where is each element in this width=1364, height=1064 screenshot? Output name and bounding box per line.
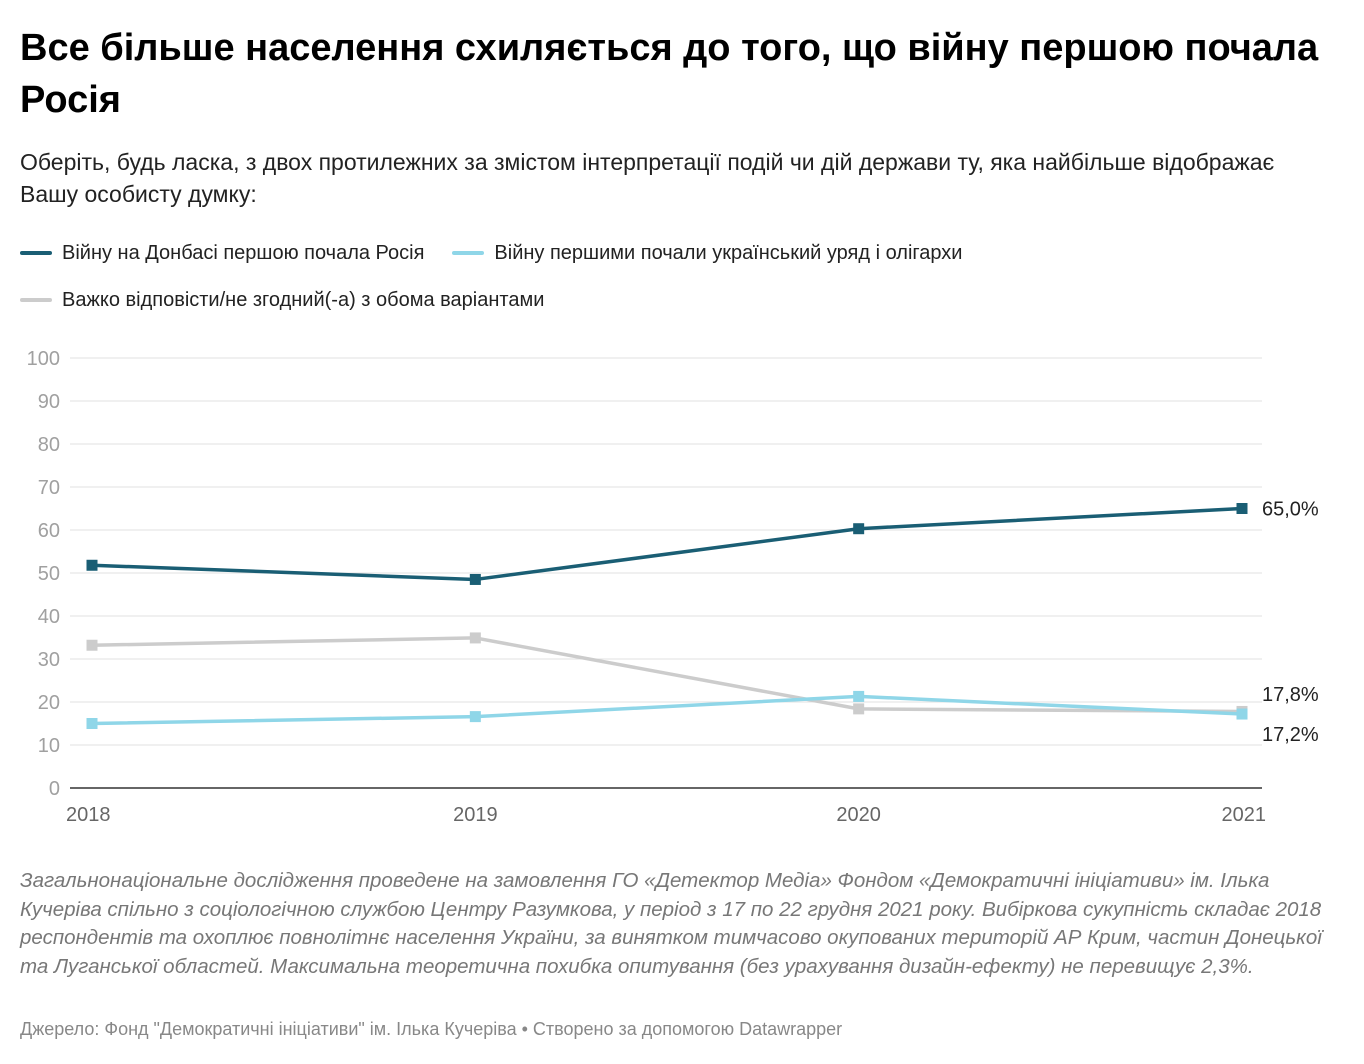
- end-label-2: 17,8%: [1262, 684, 1319, 706]
- end-label-1: 17,2%: [1262, 724, 1319, 746]
- chart-title: Все більше населення схиляється до того,…: [20, 27, 1319, 121]
- legend-label-ukraine-gov: Війну першими почали український уряд і …: [494, 241, 963, 264]
- y-tick-label-80: 80: [38, 434, 60, 456]
- y-tick-label-0: 0: [49, 778, 60, 800]
- end-label-0: 65,0%: [1262, 499, 1319, 521]
- x-axis-ticks: 2018 2019 2020 2021: [66, 804, 1266, 826]
- y-tick-label-60: 60: [38, 520, 60, 542]
- data-point-0-2021: [1236, 503, 1248, 514]
- y-tick-label-70: 70: [38, 477, 60, 499]
- data-point-1-2021: [1236, 708, 1248, 720]
- y-tick-label-90: 90: [38, 391, 60, 413]
- y-tick-label-30: 30: [38, 649, 60, 671]
- y-axis-ticks: 0 10 20 30 40 50 60 70 80 90 100: [27, 348, 60, 800]
- x-tick-label-2020: 2020: [836, 804, 881, 826]
- legend-swatch-russia: [20, 251, 52, 255]
- data-point-0-2020: [853, 523, 865, 535]
- legend-item-hard-to-say: Важко відповісти/не згодний(-а) з обома …: [20, 289, 544, 312]
- series-group: 65,0% 17,2% 17,8%: [86, 499, 1319, 746]
- legend-item-russia: Війну на Донбасі першою почала Росія: [20, 242, 424, 265]
- y-tick-label-50: 50: [38, 563, 60, 585]
- legend-row-1: Війну на Донбасі першою почала Росія Вій…: [20, 238, 990, 268]
- y-tick-label-100: 100: [27, 348, 60, 370]
- series-line-2: [90, 636, 1244, 714]
- legend-item-ukraine-gov: Війну першими почали український уряд і …: [452, 242, 962, 265]
- y-tick-label-10: 10: [38, 735, 60, 757]
- y-tick-label-40: 40: [38, 606, 60, 628]
- source-line: Джерело: Фонд "Демократичні ініціативи" …: [20, 1019, 843, 1039]
- legend-swatch-hard-to-say: [20, 298, 52, 302]
- data-point-2-2020: [853, 703, 865, 715]
- x-tick-label-2018: 2018: [66, 804, 111, 826]
- data-point-2-2018: [86, 639, 98, 651]
- y-tick-label-20: 20: [38, 692, 60, 714]
- grid-lines: [70, 357, 1262, 789]
- chart-subtitle: Оберіть, будь ласка, з двох протилежних …: [20, 149, 1275, 207]
- series-line-0: [90, 506, 1244, 582]
- x-tick-label-2021: 2021: [1222, 804, 1267, 826]
- methodology-note: Загальнонаціональне дослідження проведен…: [20, 869, 1322, 978]
- data-point-0-2018: [86, 559, 98, 571]
- legend-swatch-ukraine-gov: [452, 251, 485, 255]
- legend-label-hard-to-say: Важко відповісти/не згодний(-а) з обома …: [62, 288, 545, 311]
- data-point-1-2018: [86, 718, 98, 729]
- legend-row-2: Важко відповісти/не згодний(-а) з обома …: [20, 285, 572, 315]
- data-point-2-2019: [469, 632, 481, 644]
- data-point-0-2019: [469, 573, 481, 585]
- data-point-1-2020: [853, 690, 865, 702]
- x-tick-label-2019: 2019: [453, 804, 498, 826]
- legend-label-russia: Війну на Донбасі першою почала Росія: [62, 241, 425, 264]
- series-line-1: [90, 694, 1244, 726]
- data-point-1-2019: [469, 711, 481, 723]
